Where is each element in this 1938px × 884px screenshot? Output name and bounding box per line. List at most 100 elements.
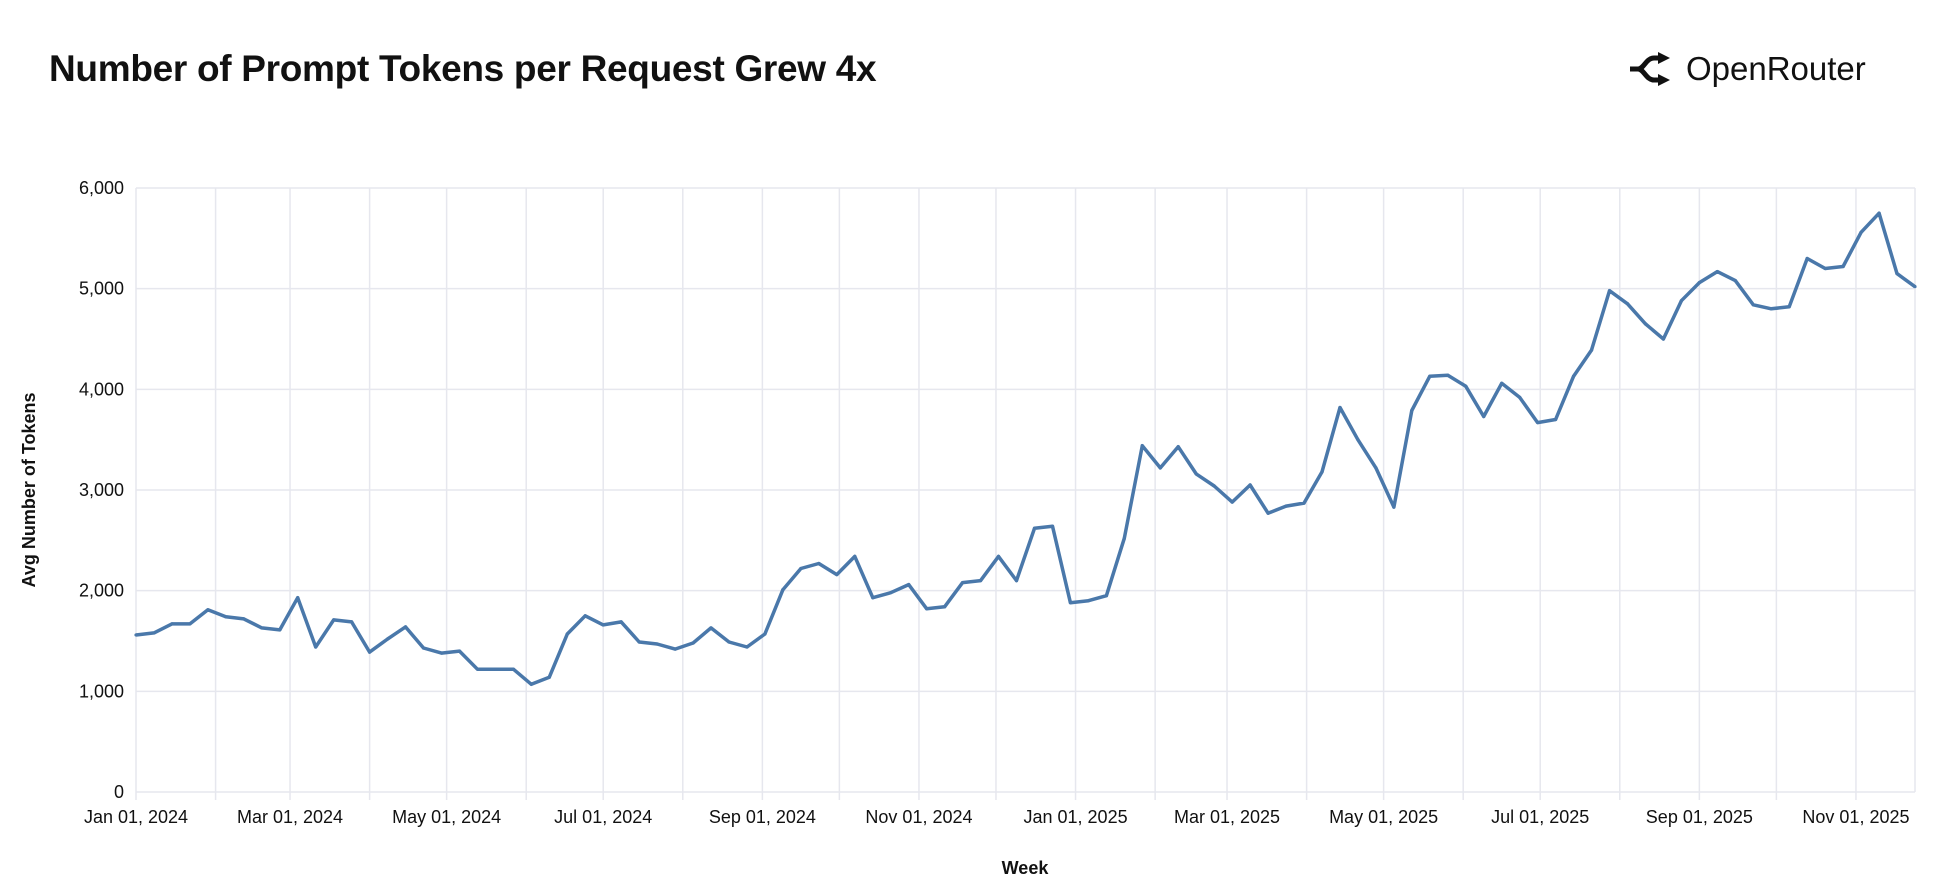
x-axis-title: Week — [1002, 858, 1050, 878]
data-point — [1823, 266, 1827, 271]
data-point — [1374, 466, 1378, 470]
data-point — [547, 675, 551, 679]
data-point — [332, 618, 336, 622]
data-point — [475, 667, 480, 671]
y-tick-label: 2,000 — [79, 581, 124, 601]
x-tick-label: Sep 01, 2024 — [709, 807, 816, 827]
data-point — [1751, 303, 1755, 307]
data-point — [1913, 285, 1917, 289]
data-point — [889, 591, 893, 595]
y-axis-ticks: 0 1,000 2,000 3,000 4,000 5,000 6,000 — [79, 178, 124, 802]
x-tick-label: Jul 01, 2025 — [1491, 807, 1589, 827]
data-point — [242, 617, 246, 621]
grid-lines — [135, 187, 1916, 800]
data-point — [1697, 281, 1701, 285]
data-point — [1769, 307, 1773, 311]
data-point — [907, 583, 911, 587]
data-point — [529, 682, 533, 686]
data-point — [511, 667, 515, 671]
data-point — [1589, 348, 1594, 352]
x-tick-label: Nov 01, 2025 — [1802, 807, 1909, 827]
data-point — [457, 649, 462, 653]
data-point — [1158, 466, 1162, 470]
data-point — [996, 554, 1001, 559]
series-group — [134, 211, 1917, 687]
data-point — [1841, 264, 1845, 269]
data-point — [1625, 302, 1630, 306]
data-point — [260, 626, 264, 630]
data-point — [1140, 444, 1144, 448]
data-point — [1607, 289, 1612, 293]
data-point — [727, 640, 731, 644]
data-point — [637, 640, 641, 644]
data-point — [1554, 417, 1558, 422]
brand-name: OpenRouter — [1686, 50, 1866, 87]
data-point — [1104, 594, 1108, 598]
data-point — [871, 596, 875, 600]
data-point — [1212, 484, 1216, 488]
data-point — [1392, 505, 1396, 509]
data-point — [1571, 374, 1576, 378]
data-point — [1733, 279, 1737, 283]
data-point — [799, 566, 803, 571]
data-point — [493, 667, 497, 671]
data-point — [1787, 305, 1791, 309]
data-point — [1176, 445, 1180, 449]
data-point — [961, 581, 965, 585]
data-point — [1859, 230, 1863, 234]
data-point — [1284, 504, 1288, 508]
data-point — [1356, 438, 1360, 442]
data-point — [1805, 256, 1809, 261]
y-tick-label: 4,000 — [79, 379, 124, 399]
data-point — [1679, 299, 1683, 303]
data-point — [1500, 381, 1504, 385]
data-point — [224, 615, 228, 619]
x-tick-label: Jan 01, 2024 — [84, 807, 188, 827]
data-point — [745, 645, 749, 649]
data-point — [781, 588, 785, 592]
x-tick-label: Nov 01, 2024 — [865, 807, 972, 827]
data-point — [583, 614, 587, 618]
x-tick-label: May 01, 2024 — [392, 807, 501, 827]
data-point — [709, 626, 713, 630]
data-point — [403, 625, 408, 629]
data-point — [619, 620, 623, 624]
data-point — [296, 596, 300, 600]
data-point — [1643, 322, 1648, 326]
x-tick-label: Jul 01, 2024 — [554, 807, 652, 827]
data-point — [278, 628, 282, 632]
x-axis-ticks: Jan 01, 2024 Mar 01, 2024 May 01, 2024 Jul … — [84, 807, 1910, 827]
chart-title: Number of Prompt Tokens per Request Grew… — [49, 48, 877, 89]
series-line — [135, 211, 1917, 687]
data-point — [835, 572, 839, 577]
data-point — [673, 647, 677, 651]
data-point — [1050, 524, 1055, 528]
x-tick-label: Jan 01, 2025 — [1024, 807, 1128, 827]
y-tick-label: 1,000 — [79, 681, 124, 701]
y-tick-label: 5,000 — [79, 279, 124, 299]
data-point — [1086, 599, 1090, 603]
data-point — [188, 622, 192, 626]
data-point — [1410, 408, 1414, 413]
data-point — [152, 631, 156, 635]
data-point — [1661, 337, 1666, 341]
x-tick-label: Sep 01, 2025 — [1646, 807, 1753, 827]
data-point — [170, 622, 174, 626]
data-point — [763, 632, 767, 636]
data-point — [1302, 501, 1306, 505]
data-point — [1446, 373, 1450, 377]
data-point — [314, 645, 318, 649]
data-point — [1536, 420, 1540, 425]
data-point — [1482, 414, 1486, 419]
data-point — [925, 607, 929, 611]
data-point — [1715, 269, 1719, 274]
data-point — [1877, 211, 1881, 215]
data-point — [350, 620, 354, 624]
data-point — [691, 641, 695, 645]
data-point — [655, 642, 659, 646]
data-point — [385, 637, 390, 641]
data-point — [1464, 384, 1468, 388]
data-point — [1338, 405, 1342, 410]
data-point — [601, 623, 605, 627]
